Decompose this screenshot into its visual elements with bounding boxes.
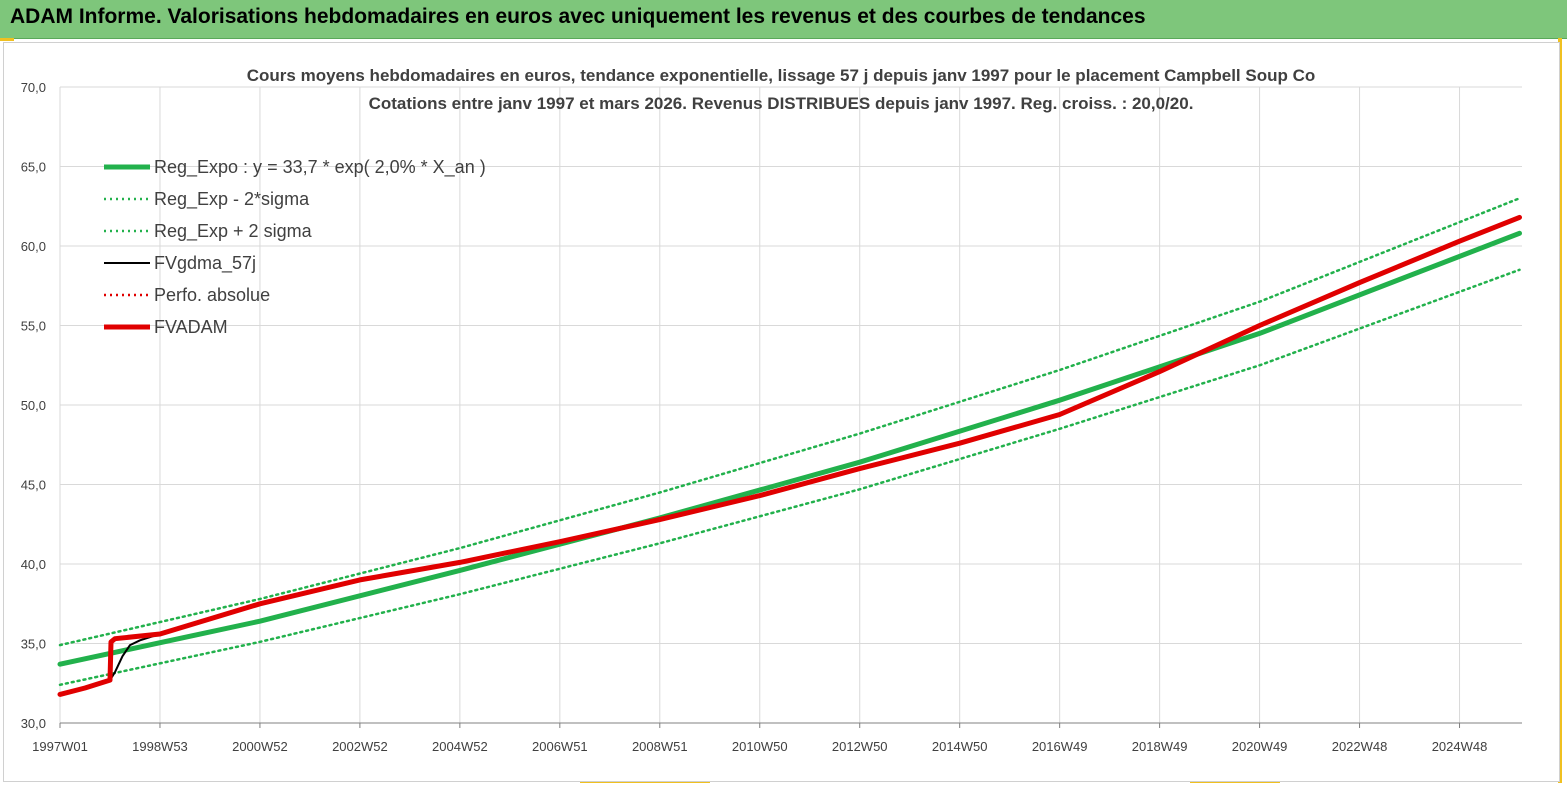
chart-subtitle: Cotations entre janv 1997 et mars 2026. … <box>369 94 1194 113</box>
series-line-1 <box>58 268 1521 687</box>
x-tick-label: 2024W48 <box>1432 739 1488 754</box>
legend-label: Reg_Expo : y = 33,7 * exp( 2,0% * X_an ) <box>154 157 486 178</box>
y-tick-label: 45,0 <box>21 478 46 493</box>
y-tick-label: 60,0 <box>21 239 46 254</box>
series-line-4 <box>58 216 1521 696</box>
series-line-5 <box>57 214 1522 697</box>
y-tick-label: 50,0 <box>21 398 46 413</box>
accent-bar-left <box>0 38 14 41</box>
x-tick-label: 2008W51 <box>632 739 688 754</box>
legend-label: Reg_Exp + 2 sigma <box>154 221 313 242</box>
x-tick-label: 2014W50 <box>932 739 988 754</box>
grid-lines <box>59 86 1522 724</box>
x-tick-label: 2004W52 <box>432 739 488 754</box>
x-tick-label: 1998W53 <box>132 739 188 754</box>
x-tick-label: 2018W49 <box>1132 739 1188 754</box>
y-tick-label: 70,0 <box>21 80 46 95</box>
chart-area: 30,0 35,0 40,0 45,0 50,0 55,0 60,0 65,0 70,0 1997… <box>3 42 1560 782</box>
x-tick-label: 2010W50 <box>732 739 788 754</box>
report-title: ADAM Informe. Valorisations hebdomadaire… <box>10 5 1146 28</box>
y-tick-label: 55,0 <box>21 319 46 334</box>
x-tick-label: 2016W49 <box>1032 739 1088 754</box>
x-tick-label: 1997W01 <box>32 739 88 754</box>
y-tick-label: 40,0 <box>21 557 46 572</box>
x-tick-label: 2012W50 <box>832 739 888 754</box>
series-line-0 <box>57 230 1522 667</box>
series-line-3 <box>59 216 1521 696</box>
chart-title: Cours moyens hebdomadaires en euros, ten… <box>247 66 1316 85</box>
x-tick-label: 2000W52 <box>232 739 288 754</box>
series-lines <box>57 197 1522 697</box>
legend-label: FVgdma_57j <box>154 253 256 274</box>
x-tick-label: 2002W52 <box>332 739 388 754</box>
axes: 30,0 35,0 40,0 45,0 50,0 55,0 60,0 65,0 70,0 1997… <box>21 80 1522 754</box>
y-tick-label: 35,0 <box>21 637 46 652</box>
x-tick-label: 2020W49 <box>1232 739 1288 754</box>
y-tick-label: 30,0 <box>21 716 46 731</box>
legend-label: Reg_Exp - 2*sigma <box>154 189 310 210</box>
x-tick-label: 2006W51 <box>532 739 588 754</box>
legend-label: Perfo. absolue <box>154 285 270 305</box>
legend: Reg_Expo : y = 33,7 * exp( 2,0% * X_an )… <box>104 157 486 337</box>
legend-label: FVADAM <box>154 317 228 337</box>
chart-svg: 30,0 35,0 40,0 45,0 50,0 55,0 60,0 65,0 70,0 1997… <box>21 66 1522 754</box>
x-tick-label: 2022W48 <box>1332 739 1388 754</box>
y-tick-label: 65,0 <box>21 160 46 175</box>
report-header: ADAM Informe. Valorisations hebdomadaire… <box>0 0 1567 39</box>
accent-bar-right <box>1558 38 1562 783</box>
series-line-2 <box>58 197 1521 647</box>
